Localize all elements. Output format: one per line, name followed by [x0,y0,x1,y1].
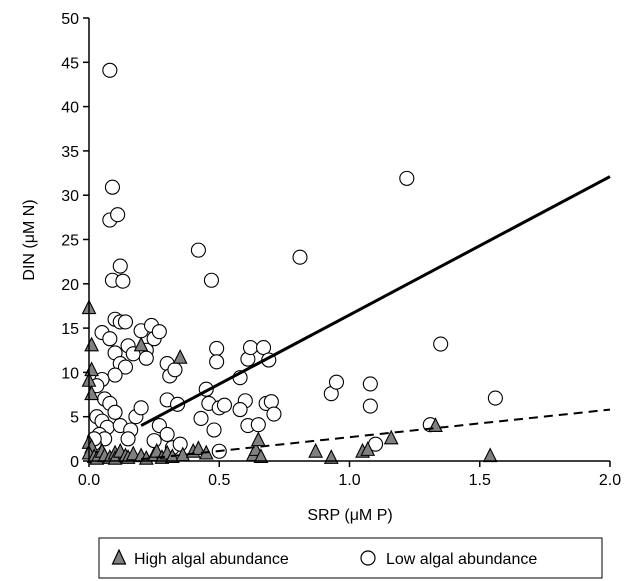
low-abundance-point [102,62,118,78]
low-abundance-point [242,340,259,356]
y-axis-label: DIN (μM N) [21,199,38,280]
low-abundance-point [232,402,248,418]
low-abundance-point [104,179,120,195]
low-abundance-point [107,404,123,420]
high-abundance-point [172,348,188,364]
low-abundance-point [146,433,162,449]
x-tick-label: 0.5 [208,472,230,489]
high-abundance-trend-line [140,408,611,461]
high-abundance-point [360,441,376,456]
legend-triangle-icon [111,548,127,565]
high-abundance-point [308,442,324,458]
high-abundance-point [383,429,399,445]
x-ticks: 0.0 0.5 1.0 1.5 2.0 [78,461,621,489]
x-tick-label: 1.5 [469,472,491,489]
high-abundance-point [133,336,149,352]
y-tick-label: 25 [61,233,79,250]
y-tick-label: 45 [61,55,79,72]
low-abundance-point [172,436,188,452]
low-abundance-point [209,340,225,357]
low-abundance-trend-line [140,175,611,427]
x-tick-label: 0.0 [78,472,100,489]
low-abundance-point [206,422,222,438]
high-abundance-point [191,440,206,456]
low-abundance-point [292,249,308,265]
low-abundance-point [362,398,378,414]
plot-area [81,62,611,465]
low-abundance-point [117,314,134,330]
y-tick-label: 10 [61,365,79,382]
low-abundance-point [112,258,128,274]
low-abundance-point [216,397,233,413]
low-abundance-point [190,242,206,258]
low-abundance-point [362,376,378,392]
y-tick-label: 35 [61,144,79,161]
low-abundance-point [399,170,415,186]
y-tick-label: 0 [70,454,79,471]
low-abundance-point [167,362,183,378]
high-abundance-point [323,449,339,464]
y-tick-label: 5 [70,410,79,427]
legend: High algal abundance Low algal abundance [98,537,603,579]
low-abundance-point [102,331,118,347]
low-abundance-point [250,417,266,433]
low-abundance-point [120,431,136,447]
high-abundance-point [84,361,99,377]
low-abundance-point [328,374,345,390]
x-tick-label: 1.0 [338,472,360,489]
low-abundance-point [115,273,131,289]
y-tick-label: 15 [61,321,79,338]
low-abundance-point [193,410,209,427]
low-abundance-point [266,406,282,422]
y-tick-label: 40 [61,100,79,117]
y-tick-label: 50 [61,11,79,28]
low-abundance-point [433,336,449,352]
low-abundance-point [203,272,219,288]
low-abundance-point [110,207,126,223]
low-abundance-point [487,390,503,406]
high-abundance-point [253,448,269,464]
y-ticks: 0 5 10 15 20 25 30 35 40 45 50 [61,11,89,471]
y-tick-label: 20 [61,277,79,294]
low-abundance-point [159,426,175,442]
high-abundance-point [482,447,498,463]
legend-label-low: Low algal abundance [386,551,537,568]
x-tick-label: 2.0 [599,472,621,489]
y-tick-label: 30 [61,188,79,205]
high-abundance-point [248,441,264,456]
x-axis-label: SRP (μM P) [307,507,392,524]
legend-circle-icon [360,550,376,566]
high-abundance-point [84,336,99,352]
legend-box [98,537,603,579]
low-abundance-point [117,359,134,375]
low-abundance-point [138,350,154,366]
low-abundance-point [107,367,123,383]
low-abundance-point [133,400,149,416]
legend-label-high: High algal abundance [134,551,289,568]
high-abundance-point [250,431,266,447]
low-abundance-point [263,394,279,410]
low-abundance-point [209,354,225,370]
low-abundance-point [151,324,167,340]
